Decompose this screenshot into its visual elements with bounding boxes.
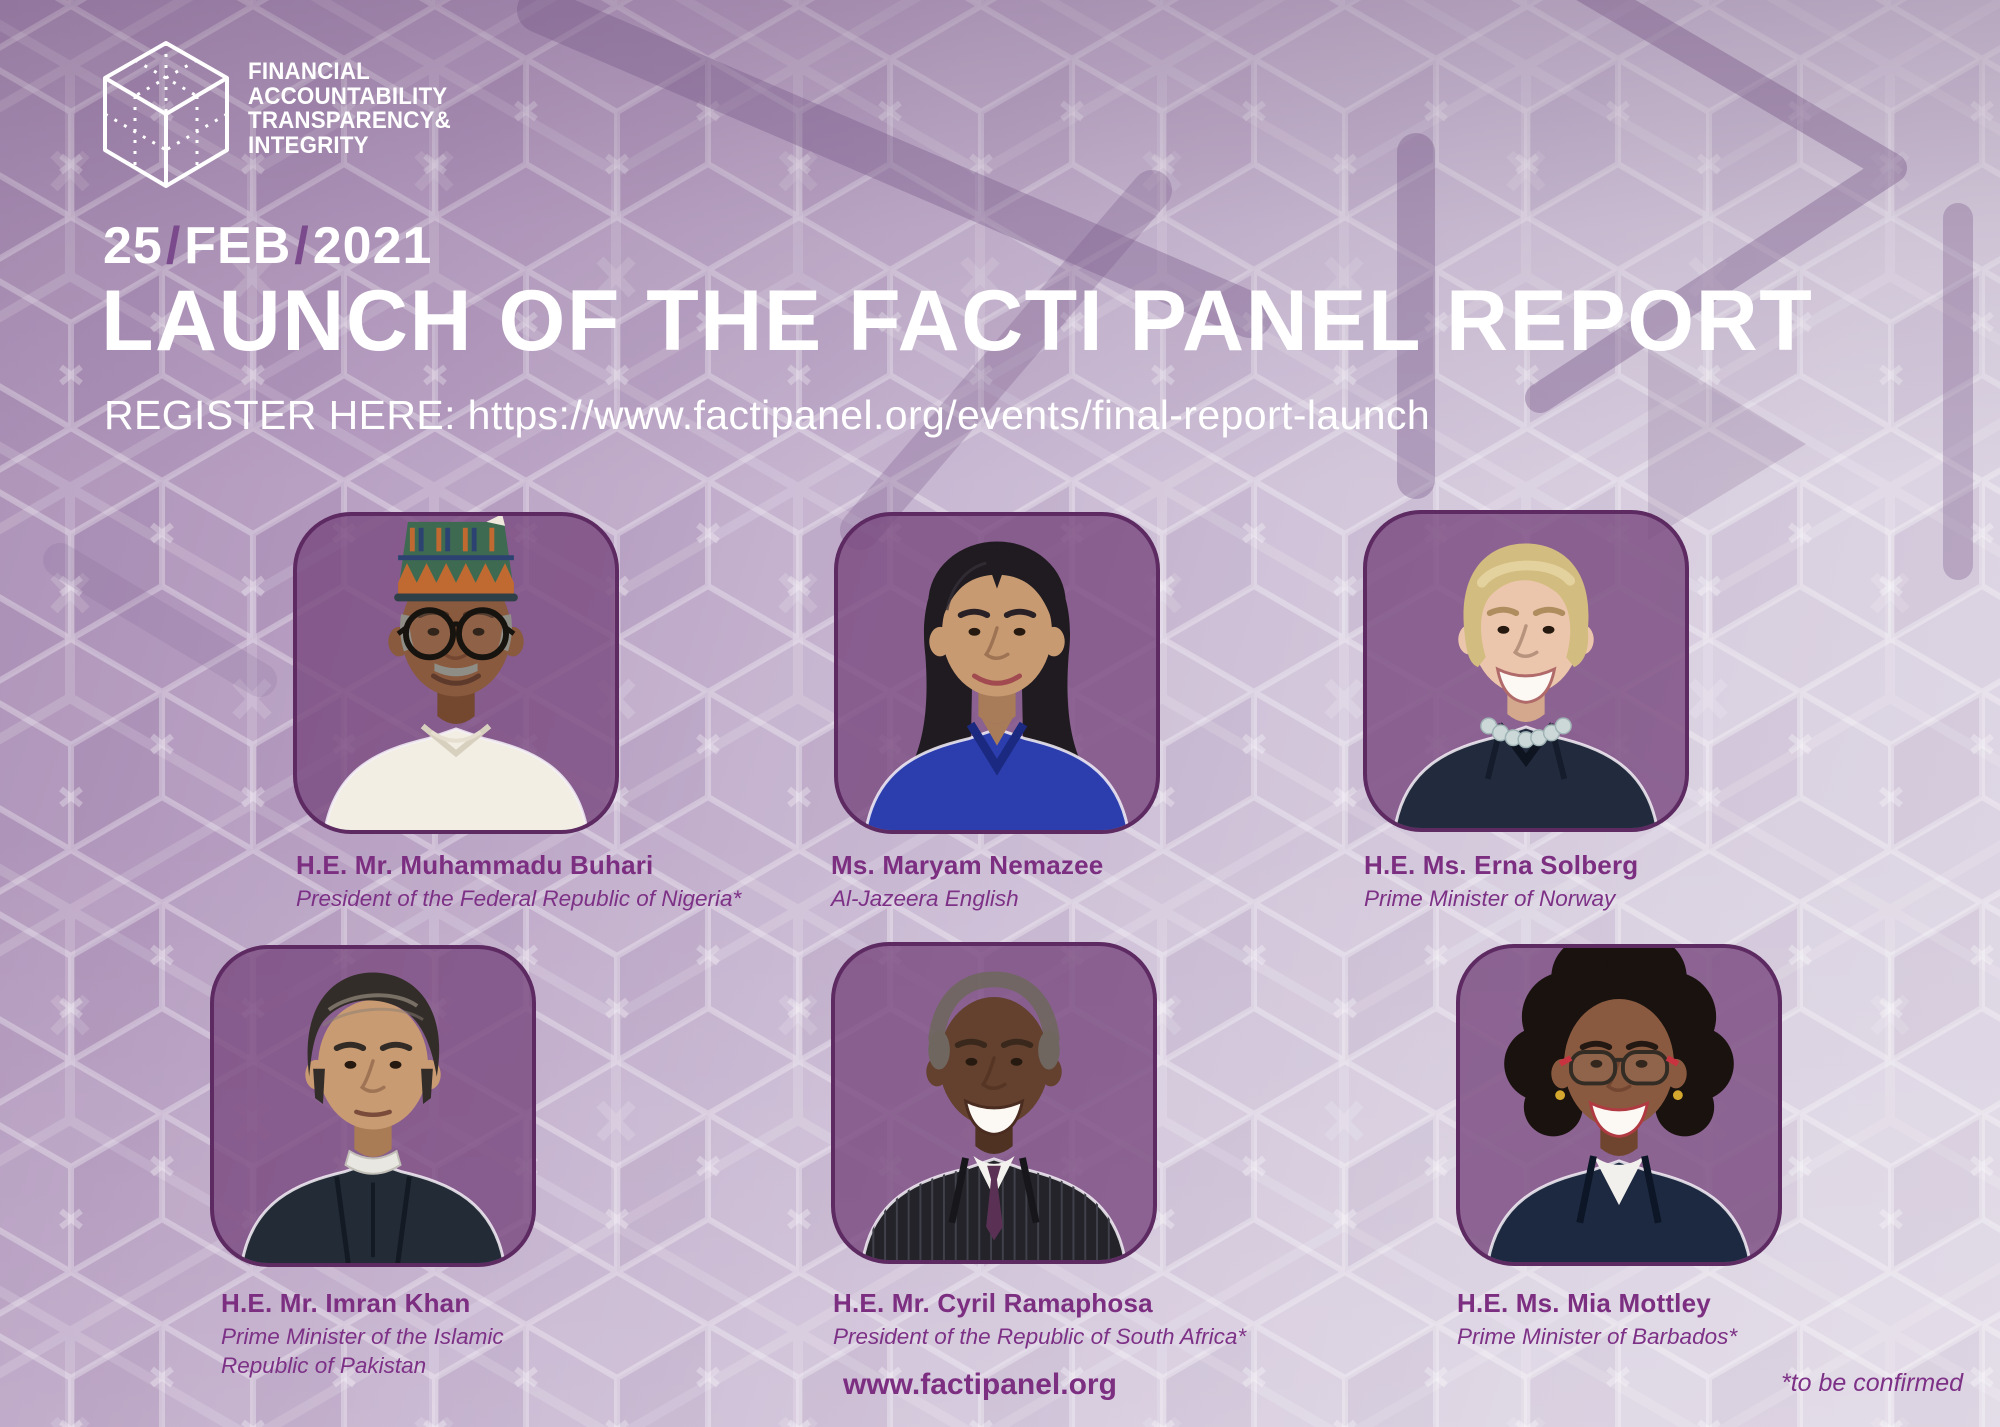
logo-line: INTEGRITY	[248, 131, 369, 159]
event-date: 25/FEB/2021	[103, 216, 432, 276]
date-separator: /	[294, 217, 310, 275]
speaker-role: President of the Federal Republic of Nig…	[296, 886, 742, 911]
speaker-caption: Ms. Maryam Nemazee Al-Jazeera English	[831, 849, 1391, 913]
logo-line: FINANCIAL	[248, 58, 370, 85]
speaker-caption: H.E. Ms. Mia Mottley Prime Minister of B…	[1457, 1287, 2000, 1351]
facti-cube-logo	[103, 41, 229, 188]
speaker-card	[1363, 510, 1689, 832]
speaker-caption: H.E. Mr. Imran Khan Prime Minister of th…	[221, 1287, 781, 1380]
speaker-name: H.E. Mr. Muhammadu Buhari	[296, 850, 654, 880]
speaker-card	[831, 942, 1157, 1264]
speaker-name: H.E. Ms. Erna Solberg	[1364, 850, 1639, 880]
logo-line: ACCOUNTABILITY	[248, 82, 448, 110]
speaker-role: Prime Minister of Barbados*	[1457, 1324, 1738, 1349]
date-year: 2021	[312, 217, 433, 275]
speaker-card	[293, 512, 619, 834]
speaker-card	[1456, 944, 1782, 1266]
speaker-role: President of the Republic of South Afric…	[833, 1324, 1247, 1349]
logo-line: TRANSPARENCY&	[248, 107, 451, 134]
speaker-role: Al-Jazeera English	[831, 886, 1019, 911]
date-day: 25	[103, 217, 163, 275]
speaker-caption: H.E. Mr. Cyril Ramaphosa President of th…	[833, 1287, 1393, 1351]
date-separator: /	[165, 217, 182, 275]
event-title: LAUNCH OF THE FACTI PANEL REPORT	[101, 273, 1814, 369]
speaker-card	[834, 512, 1160, 834]
to-be-confirmed-note: *to be confirmed	[1781, 1369, 1964, 1397]
speaker-caption: H.E. Ms. Erna Solberg Prime Minister of …	[1364, 849, 1924, 913]
speaker-name: H.E. Ms. Mia Mottley	[1457, 1288, 1711, 1318]
speaker-name: H.E. Mr. Cyril Ramaphosa	[833, 1288, 1153, 1318]
register-link[interactable]: REGISTER HERE: https://www.factipanel.or…	[104, 392, 1431, 438]
speaker-caption: H.E. Mr. Muhammadu Buhari President of t…	[296, 849, 856, 913]
website-link[interactable]: www.factipanel.org	[843, 1368, 1117, 1401]
speaker-card	[210, 945, 536, 1267]
speaker-name: Ms. Maryam Nemazee	[831, 850, 1104, 880]
speaker-role: Prime Minister of the Islamic Republic o…	[221, 1324, 504, 1378]
speaker-name: H.E. Mr. Imran Khan	[221, 1288, 471, 1318]
date-month: FEB	[184, 217, 292, 275]
speaker-role: Prime Minister of Norway	[1364, 886, 1616, 911]
logo-wordmark: FINANCIAL ACCOUNTABILITY TRANSPARENCY& I…	[248, 58, 451, 159]
